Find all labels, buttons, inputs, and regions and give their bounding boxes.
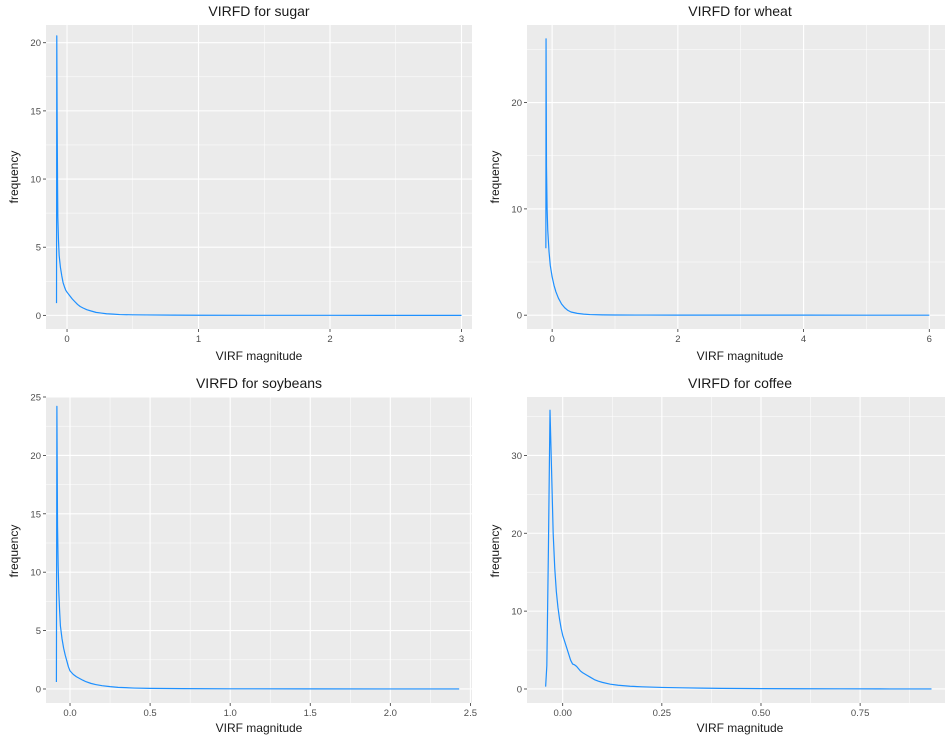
series-line xyxy=(55,35,462,316)
x-tick-label: 0.5 xyxy=(143,708,156,719)
y-tick-label: 0 xyxy=(517,311,522,322)
x-tick-label: 1.0 xyxy=(224,708,237,719)
plot-area-sugar: 0 1 2 3 0 5 10 15 20 xyxy=(30,25,472,345)
x-axis-label: VIRF magnitude xyxy=(216,721,303,735)
x-tick-label: 4 xyxy=(801,334,806,345)
x-tick-label: 0.50 xyxy=(752,708,771,719)
x-tick-label: 2 xyxy=(327,334,332,345)
panel-background xyxy=(46,397,472,703)
series-line xyxy=(55,405,460,690)
x-tick-label: 1.5 xyxy=(304,708,317,719)
series-line xyxy=(545,38,930,316)
y-tick-label: 0 xyxy=(517,684,522,695)
x-tick-label: 0.75 xyxy=(851,708,870,719)
y-tick-label: 15 xyxy=(30,106,41,117)
panel-title: VIRFD for wheat xyxy=(688,3,792,19)
y-tick-label: 10 xyxy=(511,204,522,215)
y-tick-label: 30 xyxy=(511,451,522,462)
x-tick-label: 0.00 xyxy=(553,708,572,719)
y-axis-label: frequency xyxy=(7,151,21,204)
y-tick-label: 0 xyxy=(36,311,41,322)
x-tick-label: 0.0 xyxy=(63,708,76,719)
y-tick-label: 0 xyxy=(36,684,41,695)
x-tick-label: 2 xyxy=(675,334,680,345)
panel-background xyxy=(46,25,472,329)
y-tick-label: 20 xyxy=(30,38,41,49)
panel-coffee: VIRFD for coffee VIRF magnitude frequenc… xyxy=(488,375,945,735)
x-tick-label: 2.5 xyxy=(464,708,477,719)
x-tick-label: 0 xyxy=(64,334,69,345)
x-axis-label: VIRF magnitude xyxy=(216,349,303,363)
x-tick-label: 3 xyxy=(459,334,464,345)
x-tick-label: 0.25 xyxy=(653,708,672,719)
plot-area-soybeans: 0.0 0.5 1.0 1.5 2.0 2.5 0 5 10 15 20 25 xyxy=(30,393,477,720)
y-tick-label: 10 xyxy=(30,175,41,186)
y-axis-label: frequency xyxy=(7,525,21,578)
y-axis-label: frequency xyxy=(488,525,502,578)
y-tick-label: 10 xyxy=(511,607,522,618)
x-tick-label: 1 xyxy=(196,334,201,345)
panel-title: VIRFD for soybeans xyxy=(196,375,322,391)
panel-wheat: VIRFD for wheat VIRF magnitude frequency… xyxy=(488,3,945,363)
panel-sugar: VIRFD for sugar VIRF magnitude frequency… xyxy=(7,3,472,363)
x-tick-label: 2.0 xyxy=(384,708,397,719)
series-line xyxy=(545,409,932,690)
panel-background xyxy=(527,25,945,329)
x-tick-label: 0 xyxy=(549,334,554,345)
x-axis-label: VIRF magnitude xyxy=(697,721,784,735)
y-tick-label: 25 xyxy=(30,393,41,404)
y-tick-label: 5 xyxy=(36,243,41,254)
y-tick-label: 5 xyxy=(36,626,41,637)
y-axis-label: frequency xyxy=(488,151,502,204)
x-tick-label: 6 xyxy=(927,334,932,345)
y-tick-label: 20 xyxy=(511,529,522,540)
plot-area-coffee: 0.00 0.25 0.50 0.75 0 10 20 30 xyxy=(511,397,945,719)
plot-area-wheat: 0 2 4 6 0 10 20 xyxy=(511,25,945,345)
y-tick-label: 15 xyxy=(30,509,41,520)
panel-soybeans: VIRFD for soybeans VIRF magnitude freque… xyxy=(7,375,477,735)
panel-title: VIRFD for coffee xyxy=(688,375,792,391)
y-tick-label: 20 xyxy=(30,451,41,462)
panel-title: VIRFD for sugar xyxy=(208,3,309,19)
panel-background xyxy=(527,397,945,703)
y-tick-label: 20 xyxy=(511,98,522,109)
y-tick-label: 10 xyxy=(30,568,41,579)
x-axis-label: VIRF magnitude xyxy=(697,349,784,363)
